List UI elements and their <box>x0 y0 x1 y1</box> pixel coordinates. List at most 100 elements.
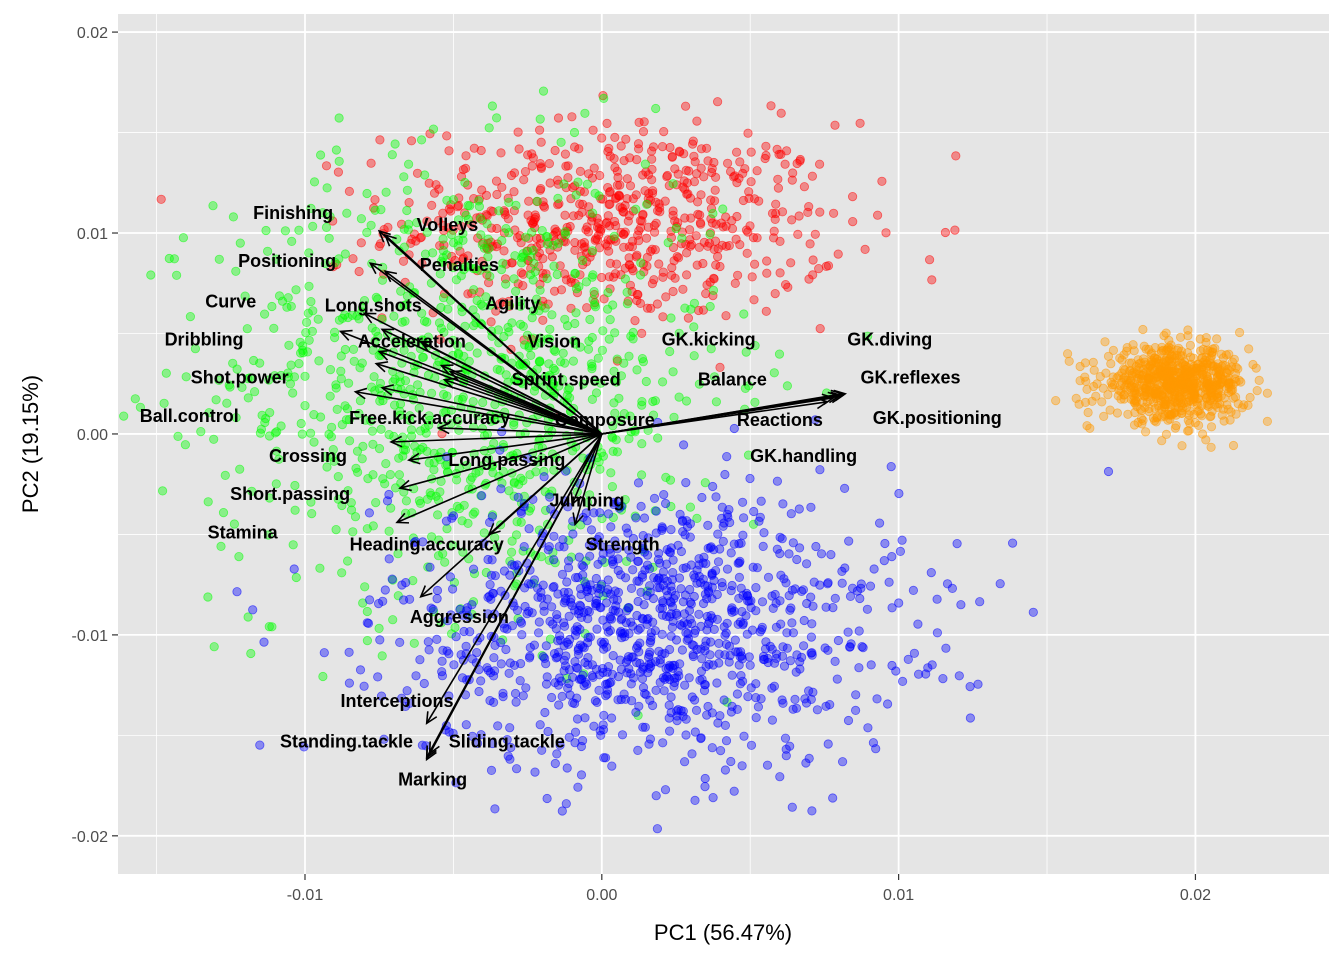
scatter-point <box>524 524 534 534</box>
scatter-point <box>632 365 642 375</box>
scatter-point <box>897 676 908 687</box>
scatter-point <box>708 208 718 219</box>
scatter-point <box>305 428 316 438</box>
scatter-point <box>785 741 795 751</box>
scatter-point <box>1146 349 1156 360</box>
arrow-label: Crossing <box>269 446 347 466</box>
scatter-point <box>561 230 571 240</box>
scatter-point <box>541 641 551 651</box>
scatter-point <box>651 685 661 696</box>
scatter-point <box>756 496 766 506</box>
scatter-point <box>601 642 612 652</box>
scatter-point <box>300 400 310 411</box>
scatter-point <box>1137 406 1147 416</box>
scatter-point <box>344 436 355 446</box>
scatter-point <box>786 258 796 268</box>
scatter-point <box>845 591 856 602</box>
scatter-point <box>503 322 513 333</box>
scatter-point <box>632 641 643 651</box>
scatter-point <box>438 234 448 244</box>
scatter-point <box>681 270 692 280</box>
scatter-point <box>309 437 319 447</box>
scatter-point <box>609 398 619 408</box>
scatter-point <box>777 695 787 705</box>
scatter-point <box>290 505 300 515</box>
scatter-point <box>573 177 583 187</box>
scatter-point <box>756 624 767 635</box>
scatter-point <box>673 169 683 179</box>
scatter-point <box>807 171 818 181</box>
scatter-point <box>668 567 678 578</box>
scatter-point <box>823 261 834 271</box>
scatter-point <box>767 715 778 725</box>
scatter-point <box>510 688 521 699</box>
arrow-label: Dribbling <box>165 330 244 350</box>
scatter-point <box>610 194 621 204</box>
scatter-point <box>578 379 588 389</box>
scatter-point <box>437 656 447 666</box>
scatter-point <box>520 601 530 612</box>
scatter-point <box>794 543 805 553</box>
scatter-point <box>375 135 385 145</box>
scatter-point <box>172 270 182 280</box>
scatter-point <box>496 148 506 158</box>
scatter-point <box>509 477 519 487</box>
scatter-point <box>256 424 266 434</box>
scatter-point <box>1080 358 1090 368</box>
scatter-point <box>528 275 538 285</box>
scatter-point <box>414 403 424 413</box>
scatter-point <box>532 233 542 244</box>
scatter-point <box>743 691 753 702</box>
scatter-point <box>623 602 634 613</box>
scatter-point <box>601 598 612 608</box>
scatter-point <box>580 713 590 723</box>
scatter-point <box>897 535 907 545</box>
scatter-point <box>727 216 737 226</box>
scatter-point <box>658 598 668 608</box>
scatter-point <box>926 567 936 578</box>
scatter-point <box>535 720 545 730</box>
scatter-point <box>595 726 605 736</box>
scatter-point <box>527 227 537 237</box>
scatter-point <box>598 615 608 625</box>
scatter-point <box>458 229 468 239</box>
scatter-point <box>689 322 699 332</box>
scatter-point <box>823 645 833 655</box>
scatter-point <box>611 236 621 246</box>
scatter-point <box>366 382 377 392</box>
scatter-point <box>651 103 661 114</box>
scatter-point <box>675 509 685 520</box>
y-tick-label: 0.02 <box>77 25 108 42</box>
scatter-point <box>762 256 772 266</box>
scatter-point <box>432 510 443 520</box>
scatter-point <box>795 657 805 667</box>
scatter-point <box>394 470 404 480</box>
scatter-point <box>787 215 797 225</box>
scatter-point <box>461 151 471 161</box>
scatter-point <box>1063 349 1073 359</box>
scatter-point <box>833 635 844 646</box>
scatter-point <box>552 609 562 620</box>
arrow-label: Jumping <box>549 490 624 510</box>
scatter-point <box>742 248 752 258</box>
scatter-point <box>491 306 501 316</box>
scatter-point <box>1150 403 1160 414</box>
scatter-point <box>1170 423 1181 433</box>
scatter-point <box>715 362 725 372</box>
scatter-point <box>248 605 258 615</box>
scatter-point <box>614 190 624 200</box>
scatter-point <box>409 638 419 648</box>
scatter-point <box>592 624 602 634</box>
scatter-point <box>509 561 520 571</box>
scatter-point <box>1206 422 1217 432</box>
scatter-point <box>362 606 372 617</box>
arrow-label: Reactions <box>737 410 823 430</box>
scatter-point <box>718 204 728 214</box>
scatter-point <box>204 408 214 418</box>
scatter-point <box>681 730 691 740</box>
scatter-point <box>657 649 667 659</box>
scatter-point <box>406 136 417 146</box>
scatter-point <box>689 151 699 161</box>
scatter-point <box>659 686 669 696</box>
scatter-point <box>516 258 527 268</box>
